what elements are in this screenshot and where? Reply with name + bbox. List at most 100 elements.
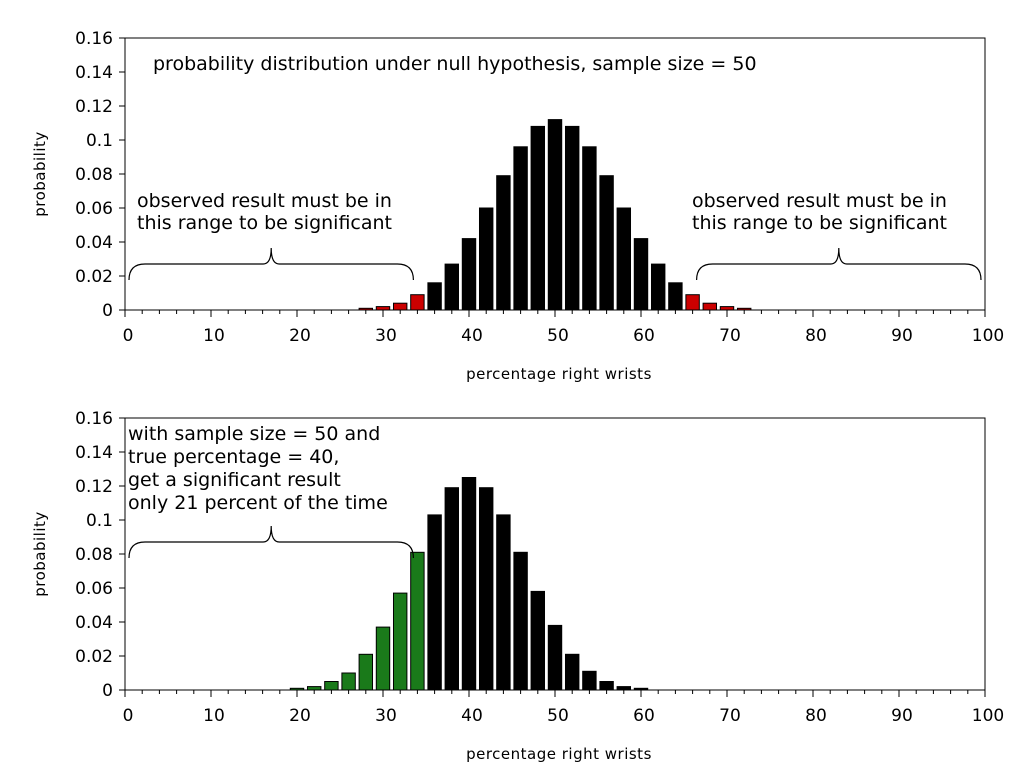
x-tick-label: 50 — [547, 326, 569, 346]
bar-34 — [410, 294, 425, 311]
x-axis-label: percentage right wrists — [466, 745, 652, 763]
chart-panel-2: 0 0.02 0.04 0.06 0.08 0.1 0.12 0.14 0.16 0 10 20 30 4… — [31, 409, 1004, 763]
y-tick-label: 0.06 — [75, 579, 113, 599]
y-axis-label: probability — [31, 131, 49, 217]
bar-56 — [599, 681, 614, 691]
bar-54 — [582, 146, 597, 311]
bar-46 — [513, 551, 528, 691]
x-tick-label: 40 — [461, 706, 483, 726]
bar-56 — [599, 175, 614, 311]
annotation-line: this range to be significant — [692, 212, 947, 234]
bar-34 — [410, 551, 425, 691]
x-tick-label: 10 — [203, 326, 225, 346]
bar-68 — [702, 302, 718, 311]
bar-52 — [564, 125, 580, 311]
bar-44 — [496, 175, 511, 311]
y-tick-label: 0.16 — [75, 29, 113, 49]
bar-48 — [530, 590, 546, 691]
x-tick-label: 20 — [289, 706, 311, 726]
bar-58 — [616, 207, 632, 311]
y-axis-label: probability — [31, 511, 49, 597]
bar-28 — [358, 307, 374, 311]
bar-52 — [564, 653, 580, 691]
x-tick-label: 90 — [891, 706, 913, 726]
annotation-line: observed result must be in — [137, 190, 392, 212]
bar-46 — [513, 146, 528, 311]
y-tick-label: 0.02 — [75, 647, 113, 667]
y-tick-label: 0.16 — [75, 409, 113, 429]
x-tick-label: 50 — [547, 706, 569, 726]
x-tick-label: 0 — [123, 326, 134, 346]
annotation-line: with sample size = 50 and — [128, 423, 380, 445]
bar-50 — [547, 119, 563, 311]
bar-38 — [444, 263, 460, 311]
bar-62 — [650, 263, 666, 311]
bar-72 — [736, 307, 752, 311]
x-tick-label: 100 — [972, 326, 1004, 346]
x-tick-label: 0 — [123, 706, 134, 726]
y-tick-label: 0.08 — [75, 165, 113, 185]
y-tick-label: 0.12 — [75, 97, 113, 117]
y-tick-label: 0.14 — [75, 443, 113, 463]
bar-42 — [478, 487, 494, 691]
bar-44 — [496, 514, 511, 691]
bar-40 — [461, 238, 477, 311]
bar-54 — [582, 670, 597, 691]
bar-32 — [392, 302, 408, 311]
y-tick-label: 0.04 — [75, 613, 113, 633]
bar-50 — [547, 624, 563, 691]
bar-60 — [633, 687, 649, 691]
annotation-line: true percentage = 40, — [128, 446, 339, 468]
annotation-line: only 21 percent of the time — [128, 492, 388, 514]
bar-30 — [375, 626, 391, 691]
bar-36 — [427, 282, 442, 311]
x-tick-label: 40 — [461, 326, 483, 346]
y-tick-label: 0.06 — [75, 199, 113, 219]
x-tick-label: 100 — [972, 706, 1004, 726]
bar-70 — [719, 306, 735, 311]
bar-32 — [392, 592, 408, 691]
x-tick-label: 70 — [719, 706, 741, 726]
bar-20 — [289, 687, 305, 691]
y-tick-label: 0.04 — [75, 233, 113, 253]
y-tick-label: 0.14 — [75, 63, 113, 83]
bar-60 — [633, 238, 649, 311]
annotation-line: this range to be significant — [137, 212, 392, 234]
bar-26 — [341, 672, 356, 691]
bar-42 — [478, 207, 494, 311]
bar-24 — [324, 681, 339, 691]
x-tick-label: 80 — [805, 326, 827, 346]
annotation-line: observed result must be in — [692, 190, 947, 212]
range-brace — [128, 247, 414, 281]
bar-36 — [427, 514, 442, 691]
x-tick-label: 30 — [375, 326, 397, 346]
chart-panel-1: 0 0.02 0.04 0.06 0.08 0.1 0.12 0.14 0.16 0 10 20 30 4… — [31, 29, 1004, 383]
x-tick-label: 60 — [633, 706, 655, 726]
y-tick-label: 0.02 — [75, 267, 113, 287]
bar-30 — [375, 306, 391, 311]
bar-58 — [616, 686, 632, 691]
y-tick-label: 0.12 — [75, 477, 113, 497]
bar-66 — [685, 294, 700, 311]
x-axis-label: percentage right wrists — [466, 365, 652, 383]
bar-64 — [668, 282, 683, 311]
x-tick-label: 10 — [203, 706, 225, 726]
bar-22 — [306, 686, 322, 691]
x-tick-label: 60 — [633, 326, 655, 346]
x-tick-label: 30 — [375, 706, 397, 726]
x-tick-label: 70 — [719, 326, 741, 346]
bar-38 — [444, 487, 460, 691]
y-tick-label: 0.1 — [86, 511, 113, 531]
y-tick-label: 0.1 — [86, 131, 113, 151]
y-tick-label: 0 — [102, 681, 113, 701]
range-brace — [696, 247, 982, 281]
chart-title: probability distribution under null hypo… — [153, 53, 757, 75]
y-tick-label: 0 — [102, 301, 113, 321]
bar-40 — [461, 477, 477, 691]
range-brace — [128, 525, 414, 559]
bar-48 — [530, 125, 546, 311]
y-tick-label: 0.08 — [75, 545, 113, 565]
x-tick-label: 90 — [891, 326, 913, 346]
annotation-line: get a significant result — [128, 469, 341, 491]
